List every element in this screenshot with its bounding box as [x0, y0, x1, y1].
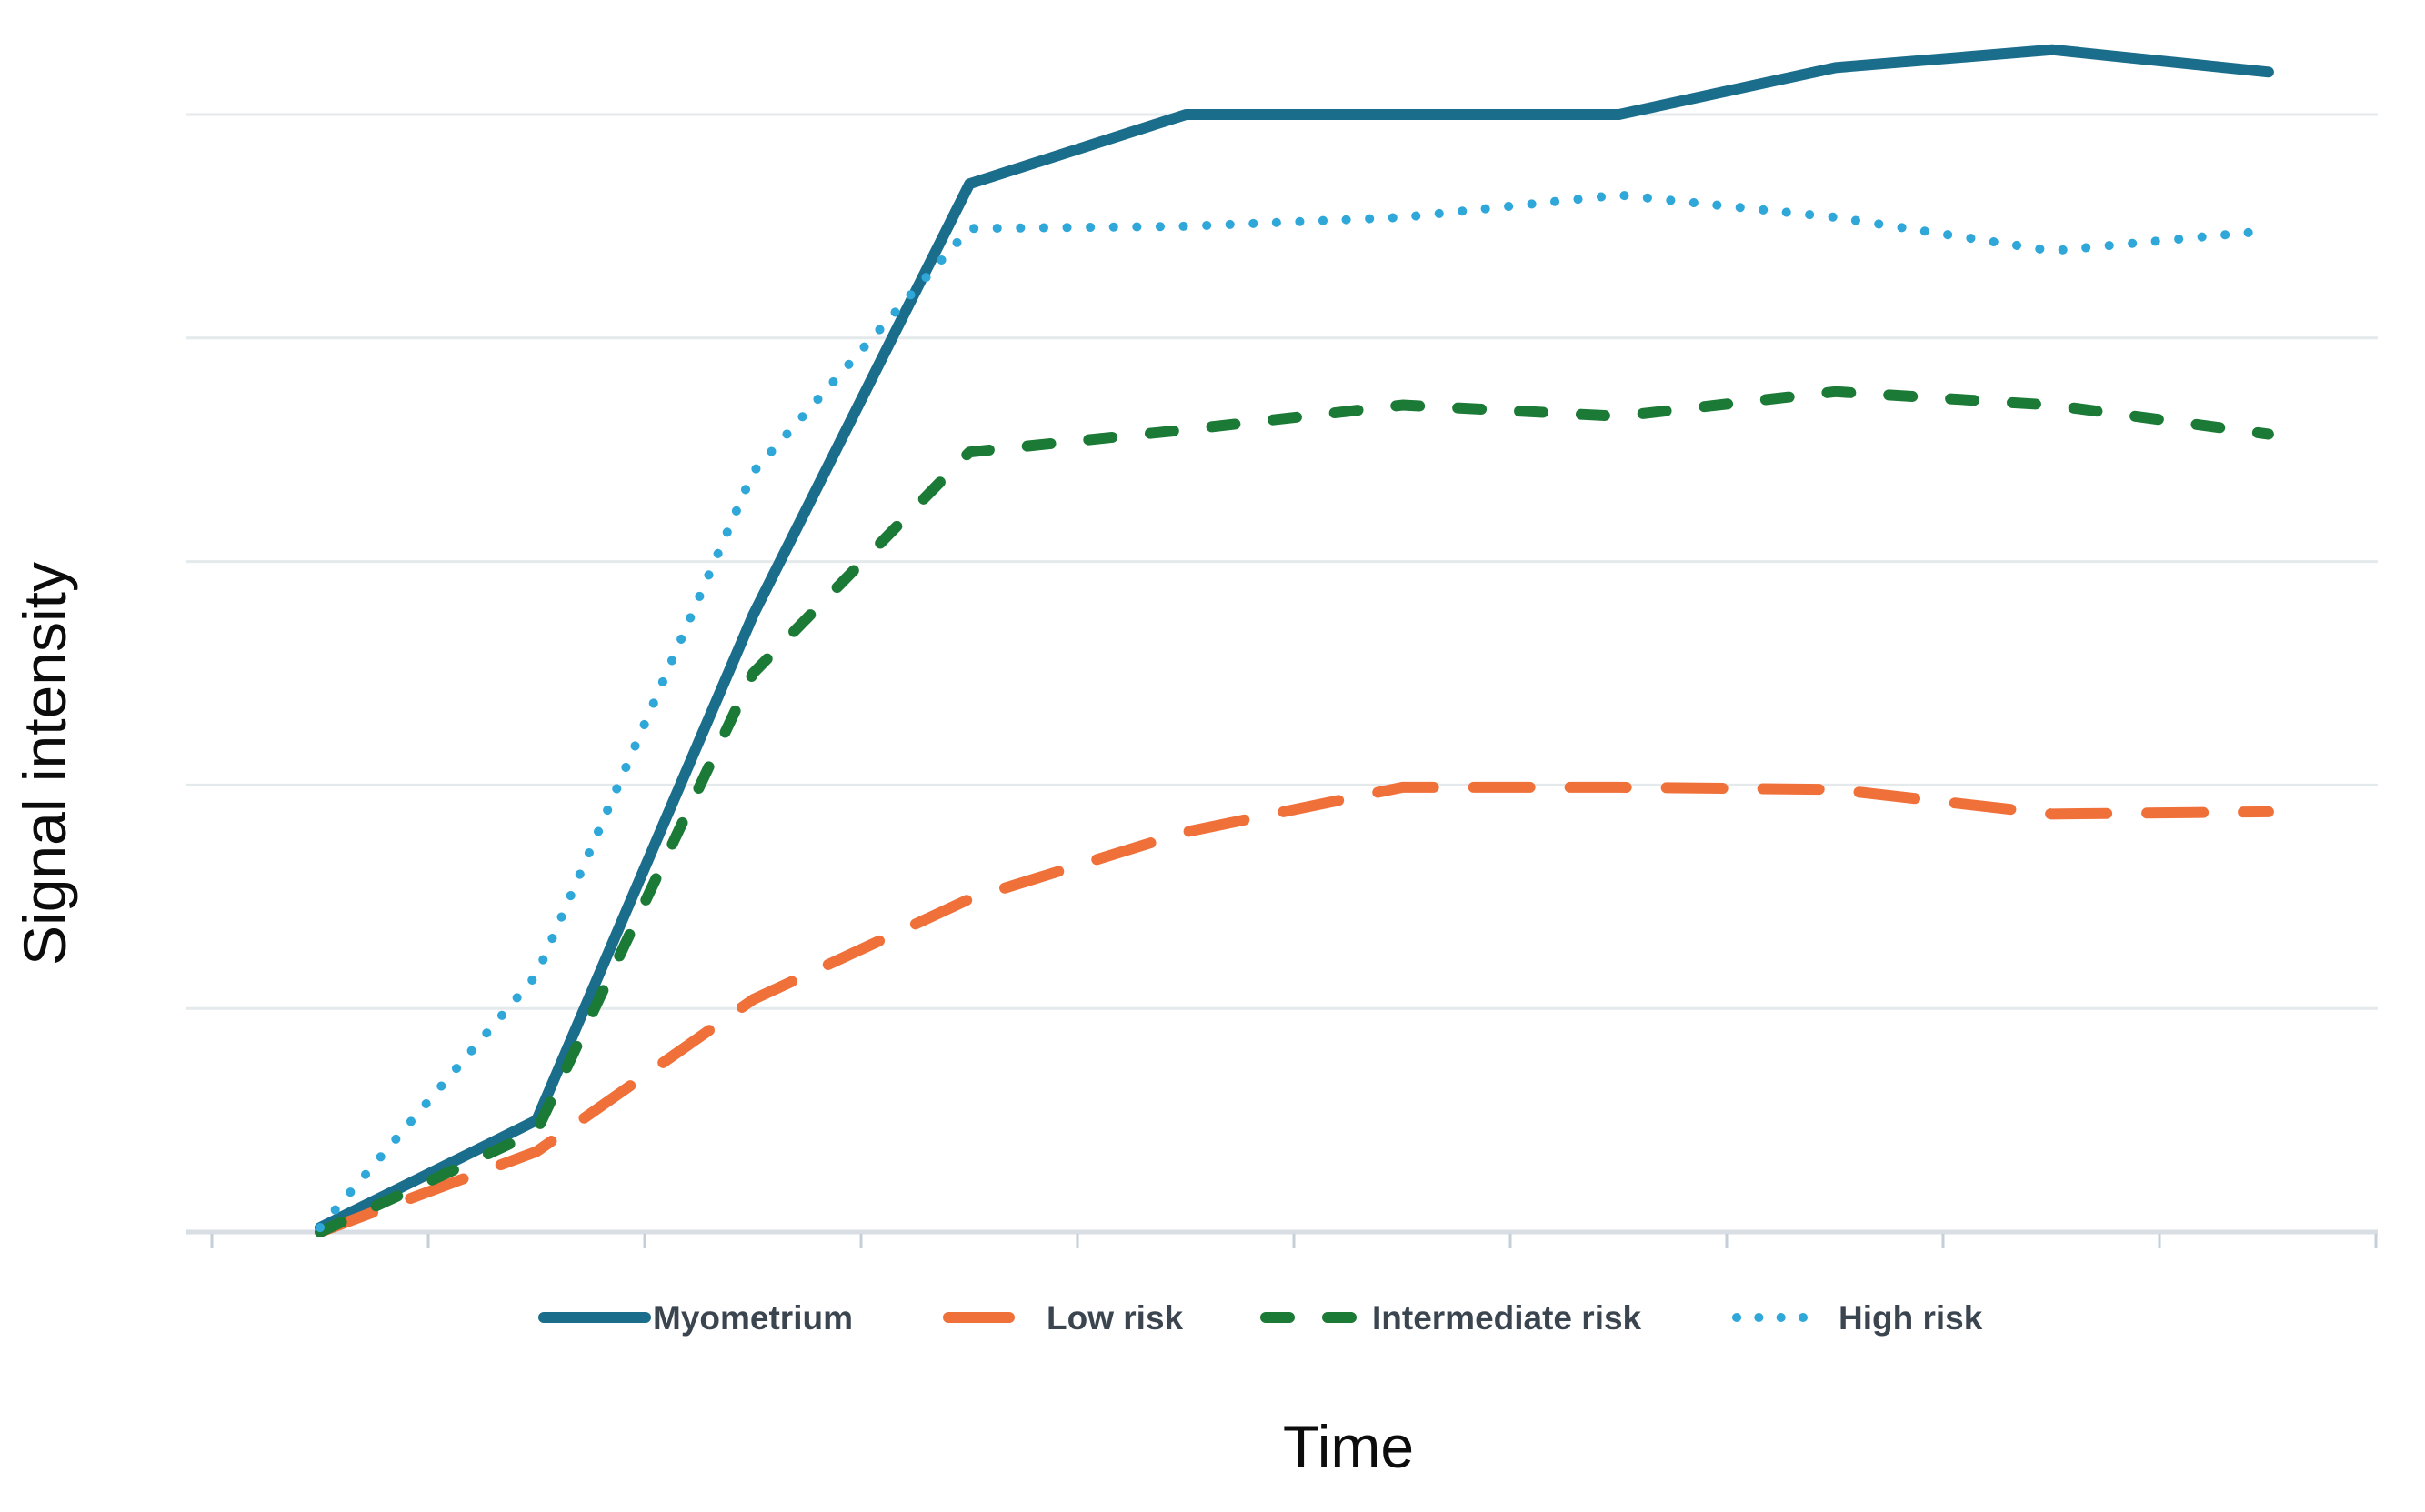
series-line-high-risk [316, 190, 2273, 1233]
legend-label-low-risk: Low risk [1047, 1299, 1184, 1337]
gridlines [186, 113, 2378, 1010]
x-axis-ticks [210, 1234, 2378, 1248]
series-line-low-risk [315, 781, 2274, 1237]
legend-label-intermediate-risk: Intermediate risk [1372, 1299, 1642, 1337]
legend: Myometrium Low risk Intermediate risk Hi… [538, 1299, 1983, 1337]
x-axis-title: Time [1283, 1413, 1414, 1480]
series-line-intermediate-risk [315, 386, 2274, 1237]
series-line-myometrium [315, 44, 2274, 1234]
legend-label-high-risk: High risk [1839, 1299, 1983, 1337]
legend-label-myometrium: Myometrium [653, 1299, 853, 1337]
y-axis-title: Signal intensity [11, 562, 78, 966]
series-lines [315, 44, 2274, 1237]
